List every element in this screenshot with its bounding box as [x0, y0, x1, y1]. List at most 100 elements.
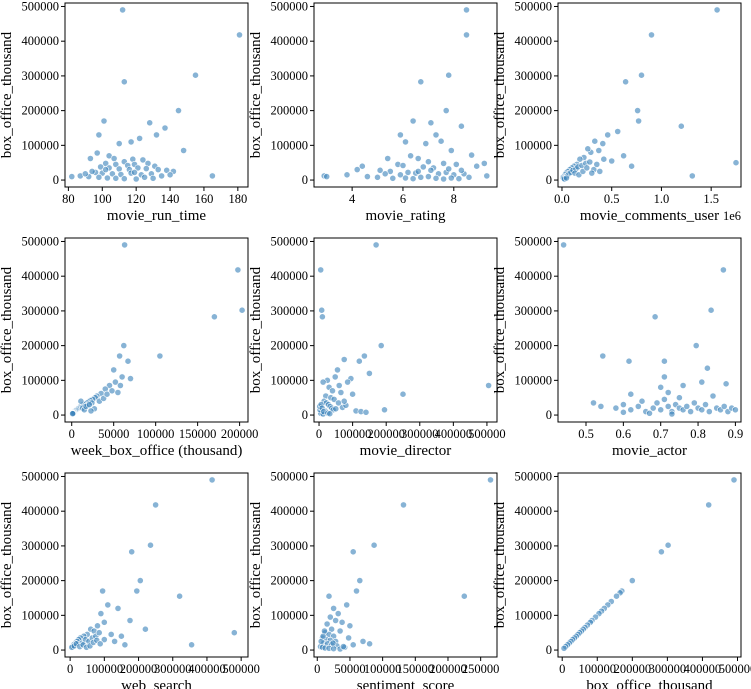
x-axis-label: week_box_office (thousand) — [71, 443, 243, 459]
plot-frame — [64, 2, 249, 188]
x-tick-label: 500000 — [719, 662, 751, 676]
data-point — [87, 155, 94, 162]
y-tick-label: 100000 — [22, 373, 60, 387]
data-point — [437, 137, 445, 145]
data-point — [329, 387, 336, 395]
x-tick-label: 100 — [93, 192, 112, 206]
scatter-panel-5: 0 100000200000300000400000500000010000020… — [248, 234, 506, 459]
data-point — [424, 158, 432, 166]
data-point — [402, 138, 409, 146]
y-tick-label: 300000 — [22, 539, 60, 553]
x-tick-label: 100000 — [137, 427, 175, 441]
data-point — [468, 151, 475, 159]
data-point — [117, 382, 124, 389]
data-point — [653, 399, 661, 407]
data-point — [180, 147, 187, 154]
data-point — [323, 173, 331, 180]
data-point — [400, 501, 407, 509]
data-point — [596, 167, 604, 175]
data-point — [414, 155, 422, 162]
data-point — [366, 640, 373, 648]
data-point — [115, 140, 123, 147]
data-point — [702, 401, 709, 408]
x-tick-label: 100000 — [364, 662, 402, 676]
x-axis-label: movie_comments_user — [580, 208, 719, 224]
data-point — [661, 395, 668, 403]
data-point — [149, 174, 157, 182]
data-point — [651, 313, 659, 321]
y-tick-label: 300000 — [271, 69, 309, 83]
data-point — [732, 159, 740, 167]
data-point — [485, 382, 492, 389]
y-tick-label: 500000 — [22, 234, 60, 248]
data-point — [343, 601, 351, 609]
data-point — [104, 601, 112, 609]
data-point — [608, 157, 616, 165]
x-tick-label: 0 — [314, 662, 320, 676]
data-point — [427, 166, 435, 174]
data-point — [595, 147, 603, 154]
data-point — [634, 402, 642, 410]
data-point — [440, 175, 447, 183]
data-point — [332, 405, 340, 413]
y-axis-label: box_office_thousand — [0, 31, 15, 158]
y-tick-label: 500000 — [515, 0, 553, 13]
data-point — [153, 131, 160, 139]
y-tick-label: 200000 — [22, 339, 60, 353]
y-tick-label: 300000 — [271, 304, 309, 318]
data-point — [161, 124, 169, 132]
y-axis-label: box_office_thousand — [248, 266, 264, 393]
data-point — [156, 352, 164, 360]
data-point — [325, 592, 333, 600]
data-point — [141, 173, 148, 181]
x-axis-label: movie_actor — [612, 443, 687, 459]
data-point — [335, 399, 342, 407]
x-tick-label: 0 — [316, 427, 322, 441]
scatter-panel-8: 0 500001000001500002000002500000100000200… — [248, 469, 499, 689]
y-tick-label: 100000 — [22, 608, 60, 622]
data-point — [381, 406, 388, 414]
y-tick-label: 400000 — [22, 504, 60, 518]
plot-frame — [313, 472, 498, 658]
data-point — [353, 166, 361, 173]
data-point — [336, 627, 344, 635]
data-point — [134, 164, 142, 172]
data-point — [584, 145, 592, 153]
data-point — [690, 399, 698, 407]
data-point — [318, 306, 326, 314]
data-point — [687, 408, 694, 415]
data-point — [661, 357, 668, 365]
x-tick-label: 4 — [349, 192, 356, 206]
data-point — [100, 618, 108, 626]
scatter-panel-3: 0.0 0.5 1.0 1.5 0 100000 200000 300000 400000 500… — [492, 0, 742, 224]
y-tick-label: 300000 — [515, 69, 553, 83]
data-point — [417, 78, 425, 86]
x-tick-label: 400000 — [435, 427, 473, 441]
y-tick-label: 0 — [546, 173, 552, 187]
y-axis-label: box_office_thousand — [0, 266, 15, 393]
x-tick-label: 400000 — [684, 662, 722, 676]
y-tick-label: 300000 — [22, 304, 60, 318]
data-point — [409, 117, 417, 125]
data-point — [230, 629, 238, 637]
data-point — [99, 587, 106, 595]
y-tick-label: 400000 — [22, 34, 60, 48]
scatter-panel-4: 0 50000 100000 150000 200000 0 100000 200000 300… — [0, 234, 258, 459]
data-point — [698, 378, 706, 386]
data-point — [713, 6, 721, 14]
data-point — [664, 389, 672, 396]
data-point — [356, 577, 364, 584]
data-point — [720, 402, 728, 410]
data-point — [705, 501, 713, 509]
x-tick-label: 200000 — [221, 427, 259, 441]
data-point — [730, 476, 738, 484]
plot-frame — [313, 237, 498, 423]
y-tick-label: 0 — [302, 173, 308, 187]
data-point — [118, 632, 125, 640]
x-tick-label: 6 — [400, 192, 406, 206]
plot-frame — [64, 237, 249, 423]
data-point — [104, 174, 111, 182]
data-point — [192, 71, 199, 79]
data-point — [427, 119, 435, 127]
data-point — [399, 390, 407, 398]
